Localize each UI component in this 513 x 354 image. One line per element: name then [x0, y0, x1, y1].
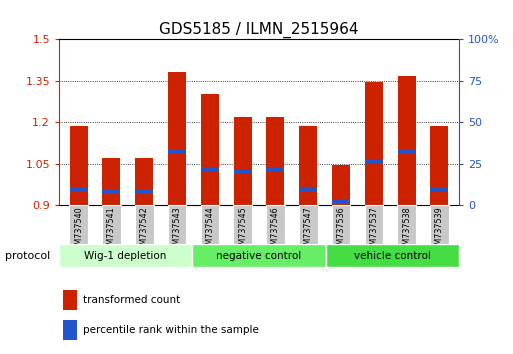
Bar [201, 171, 219, 205]
Bar [332, 205, 350, 244]
Text: GSM737545: GSM737545 [238, 206, 247, 255]
Text: percentile rank within the sample: percentile rank within the sample [83, 325, 259, 335]
Bar [365, 160, 383, 164]
Bar [430, 187, 448, 191]
Bar [233, 174, 252, 205]
Bar [365, 205, 383, 244]
Bar [365, 82, 383, 160]
Bar [63, 290, 77, 310]
Bar [266, 167, 285, 171]
Bar [398, 76, 416, 150]
Bar [103, 158, 121, 190]
Text: vehicle control: vehicle control [354, 251, 431, 261]
Bar [233, 170, 252, 174]
Text: GSM737544: GSM737544 [205, 206, 214, 255]
Bar [70, 126, 88, 187]
Bar [59, 244, 192, 267]
Bar [332, 204, 350, 205]
Text: Wig-1 depletion: Wig-1 depletion [85, 251, 167, 261]
Bar [168, 150, 186, 154]
Text: GSM737539: GSM737539 [435, 206, 444, 255]
Bar [398, 154, 416, 205]
Bar [332, 200, 350, 204]
Bar [201, 167, 219, 171]
Bar [397, 205, 416, 244]
Text: GSM737547: GSM737547 [304, 206, 313, 255]
Bar [299, 191, 317, 205]
Bar [430, 191, 448, 205]
Text: GSM737542: GSM737542 [140, 206, 149, 255]
Bar [299, 205, 318, 244]
Text: GSM737536: GSM737536 [337, 206, 346, 255]
Bar [168, 154, 186, 205]
Bar [266, 171, 285, 205]
Text: GSM737538: GSM737538 [402, 206, 411, 255]
Bar [135, 205, 153, 244]
Bar [266, 205, 285, 244]
Bar [168, 72, 186, 150]
Bar [135, 194, 153, 205]
Bar [430, 126, 448, 187]
Bar [103, 190, 121, 194]
Text: transformed count: transformed count [83, 295, 180, 305]
Bar [192, 244, 326, 267]
Text: protocol: protocol [5, 251, 50, 261]
Bar [233, 116, 252, 170]
Title: GDS5185 / ILMN_2515964: GDS5185 / ILMN_2515964 [160, 21, 359, 38]
Bar [430, 205, 449, 244]
Text: GSM737540: GSM737540 [74, 206, 83, 255]
Bar [168, 205, 186, 244]
Bar [266, 116, 285, 167]
Bar [103, 194, 121, 205]
Text: GSM737546: GSM737546 [271, 206, 280, 255]
Bar [365, 164, 383, 205]
Bar [135, 158, 153, 190]
Text: GSM737541: GSM737541 [107, 206, 116, 255]
Bar [201, 95, 219, 167]
Text: GSM737537: GSM737537 [369, 206, 379, 255]
Bar [63, 320, 77, 340]
Bar [326, 244, 459, 267]
Text: negative control: negative control [216, 251, 302, 261]
Bar [332, 165, 350, 200]
Bar [102, 205, 121, 244]
Bar [135, 190, 153, 194]
Bar [70, 187, 88, 191]
Bar [398, 150, 416, 154]
Bar [299, 126, 317, 187]
Bar [233, 205, 252, 244]
Bar [299, 187, 317, 191]
Bar [201, 205, 219, 244]
Bar [70, 191, 88, 205]
Text: GSM737543: GSM737543 [172, 206, 182, 255]
Bar [69, 205, 88, 244]
